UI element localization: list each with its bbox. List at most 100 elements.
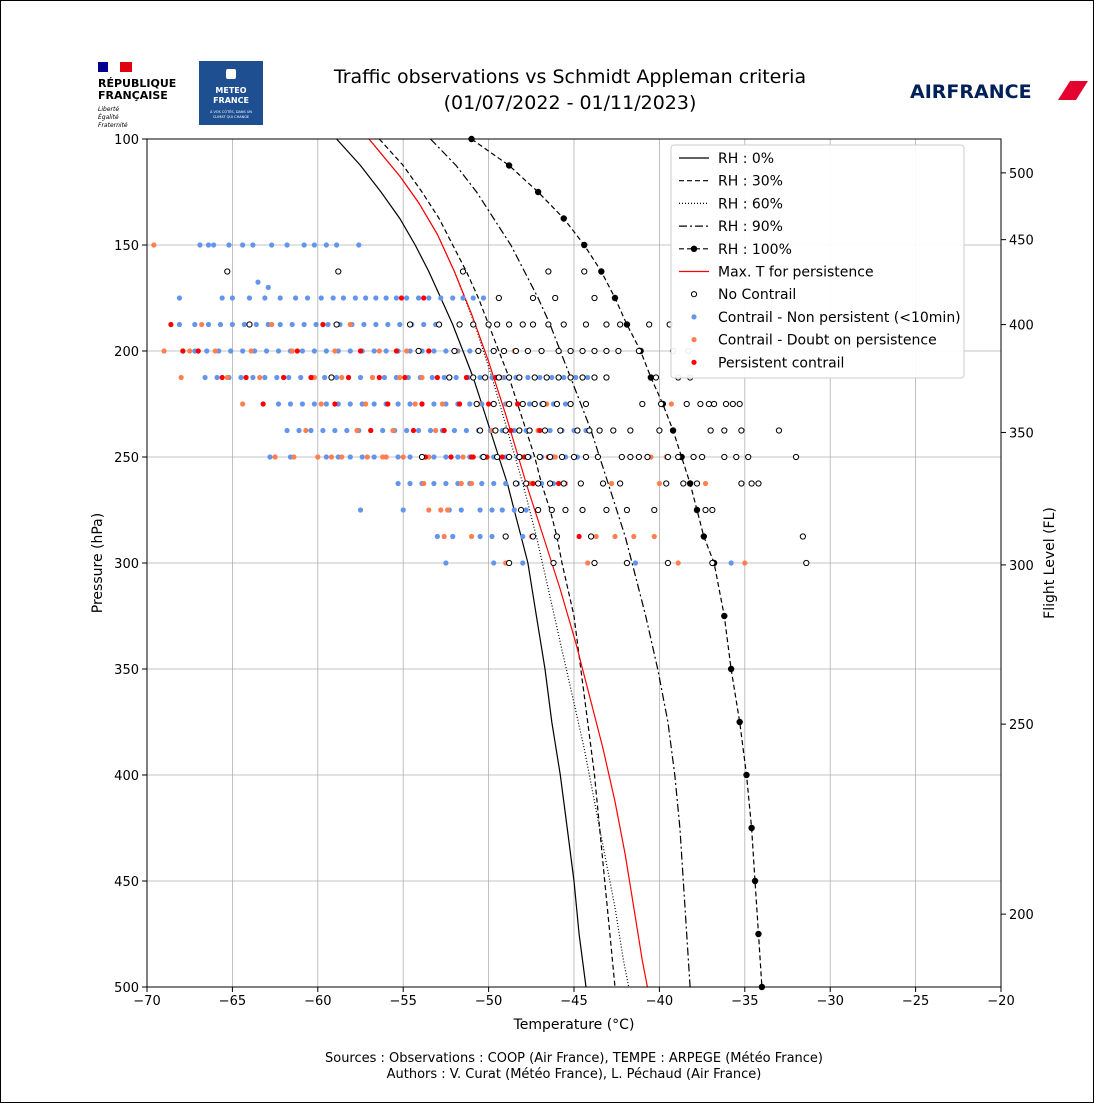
obs-doubt	[651, 533, 657, 540]
obs-non-persistent	[284, 427, 290, 434]
obs-non-persistent	[395, 454, 401, 460]
legend-marker-swatch	[690, 245, 698, 252]
obs-no-contrail	[560, 321, 567, 328]
obs-persistent	[385, 401, 391, 407]
obs-doubt	[668, 401, 674, 407]
obs-non-persistent	[371, 348, 377, 354]
obs-doubt	[339, 454, 345, 460]
obs-non-persistent	[380, 427, 386, 434]
obs-no-contrail	[529, 321, 537, 328]
obs-doubt	[593, 533, 599, 540]
obs-non-persistent	[385, 321, 391, 328]
obs-no-contrail	[591, 294, 598, 302]
obs-persistent	[308, 374, 314, 381]
obs-no-contrail	[799, 533, 806, 540]
y-tick-label: 250	[114, 451, 139, 466]
obs-no-contrail	[596, 427, 603, 434]
rh100-marker	[623, 321, 631, 328]
obs-non-persistent	[451, 427, 458, 434]
obs-doubt	[468, 480, 475, 487]
obs-non-persistent	[357, 507, 364, 513]
flight-level-axis-label: Flight Level (FL)	[1042, 507, 1058, 619]
obs-doubt	[332, 348, 338, 354]
obs-doubt	[426, 507, 432, 513]
meteo-tag2: CLIMAT QUI CHANGE	[213, 115, 249, 119]
obs-persistent	[434, 374, 440, 381]
obs-doubt	[212, 348, 218, 354]
obs-non-persistent	[404, 427, 410, 434]
obs-non-persistent	[434, 533, 440, 540]
obs-doubt	[419, 374, 425, 381]
obs-persistent	[180, 348, 186, 354]
obs-non-persistent	[228, 348, 234, 354]
obs-no-contrail	[562, 506, 569, 514]
rf-line2: FRANÇAISE	[98, 89, 168, 102]
obs-doubt	[445, 507, 451, 513]
obs-no-contrail	[722, 400, 730, 408]
rh100-marker	[686, 480, 694, 487]
x-tick-label: −55	[389, 994, 416, 1009]
obs-non-persistent	[238, 374, 244, 381]
obs-non-persistent	[205, 321, 212, 328]
obs-no-contrail	[516, 427, 523, 434]
obs-no-contrail	[246, 321, 253, 328]
obs-no-contrail	[553, 400, 561, 408]
obs-no-contrail	[651, 506, 658, 514]
y-tick-label: 350	[114, 663, 139, 678]
fl-tick-label: 500	[1009, 167, 1034, 182]
obs-no-contrail	[582, 400, 590, 408]
obs-persistent	[486, 401, 492, 407]
obs-non-persistent	[431, 480, 437, 487]
obs-persistent	[294, 348, 300, 354]
obs-no-contrail	[627, 453, 634, 461]
obs-no-contrail	[535, 506, 542, 514]
obs-non-persistent	[323, 348, 329, 354]
obs-non-persistent	[323, 401, 329, 407]
obs-non-persistent	[265, 284, 271, 290]
obs-doubt	[248, 348, 254, 354]
obs-non-persistent	[371, 454, 377, 460]
obs-doubt	[347, 321, 353, 328]
air-france-logo: AIRFRANCE	[910, 81, 1088, 103]
obs-doubt	[433, 427, 439, 434]
obs-non-persistent	[397, 321, 403, 328]
obs-no-contrail	[721, 453, 728, 461]
obs-non-persistent	[431, 454, 437, 460]
fl-tick-label: 400	[1009, 319, 1034, 334]
obs-no-contrail	[705, 400, 713, 408]
obs-non-persistent	[274, 374, 280, 381]
legend-marker-swatch	[691, 314, 697, 320]
obs-non-persistent	[284, 242, 290, 248]
curve-series-1	[378, 138, 616, 988]
obs-non-persistent	[537, 374, 543, 381]
obs-non-persistent	[427, 427, 434, 434]
obs-doubt	[363, 401, 369, 407]
obs-non-persistent	[357, 374, 364, 381]
obs-non-persistent	[269, 242, 275, 248]
obs-no-contrail	[502, 427, 509, 434]
air-france-wordmark: AIRFRANCE	[910, 81, 1032, 103]
x-tick-label: −25	[902, 994, 929, 1009]
obs-non-persistent	[499, 507, 505, 513]
y-tick-label: 300	[114, 557, 139, 572]
obs-no-contrail	[333, 321, 340, 328]
obs-non-persistent	[400, 507, 406, 513]
obs-doubt	[151, 242, 157, 248]
obs-non-persistent	[289, 321, 295, 328]
obs-non-persistent	[217, 321, 224, 328]
obs-non-persistent	[383, 295, 389, 301]
obs-non-persistent	[477, 374, 483, 381]
obs-doubt	[460, 454, 466, 460]
obs-doubt	[702, 480, 709, 487]
obs-doubt	[380, 454, 386, 460]
obs-non-persistent	[415, 427, 422, 434]
obs-no-contrail	[603, 506, 610, 514]
obs-no-contrail	[446, 374, 453, 381]
obs-doubt	[240, 401, 246, 407]
obs-non-persistent	[443, 480, 449, 487]
obs-persistent	[368, 427, 374, 434]
obs-no-contrail	[587, 533, 595, 540]
obs-non-persistent	[573, 374, 579, 381]
obs-doubt	[187, 348, 193, 354]
obs-non-persistent	[503, 480, 509, 487]
